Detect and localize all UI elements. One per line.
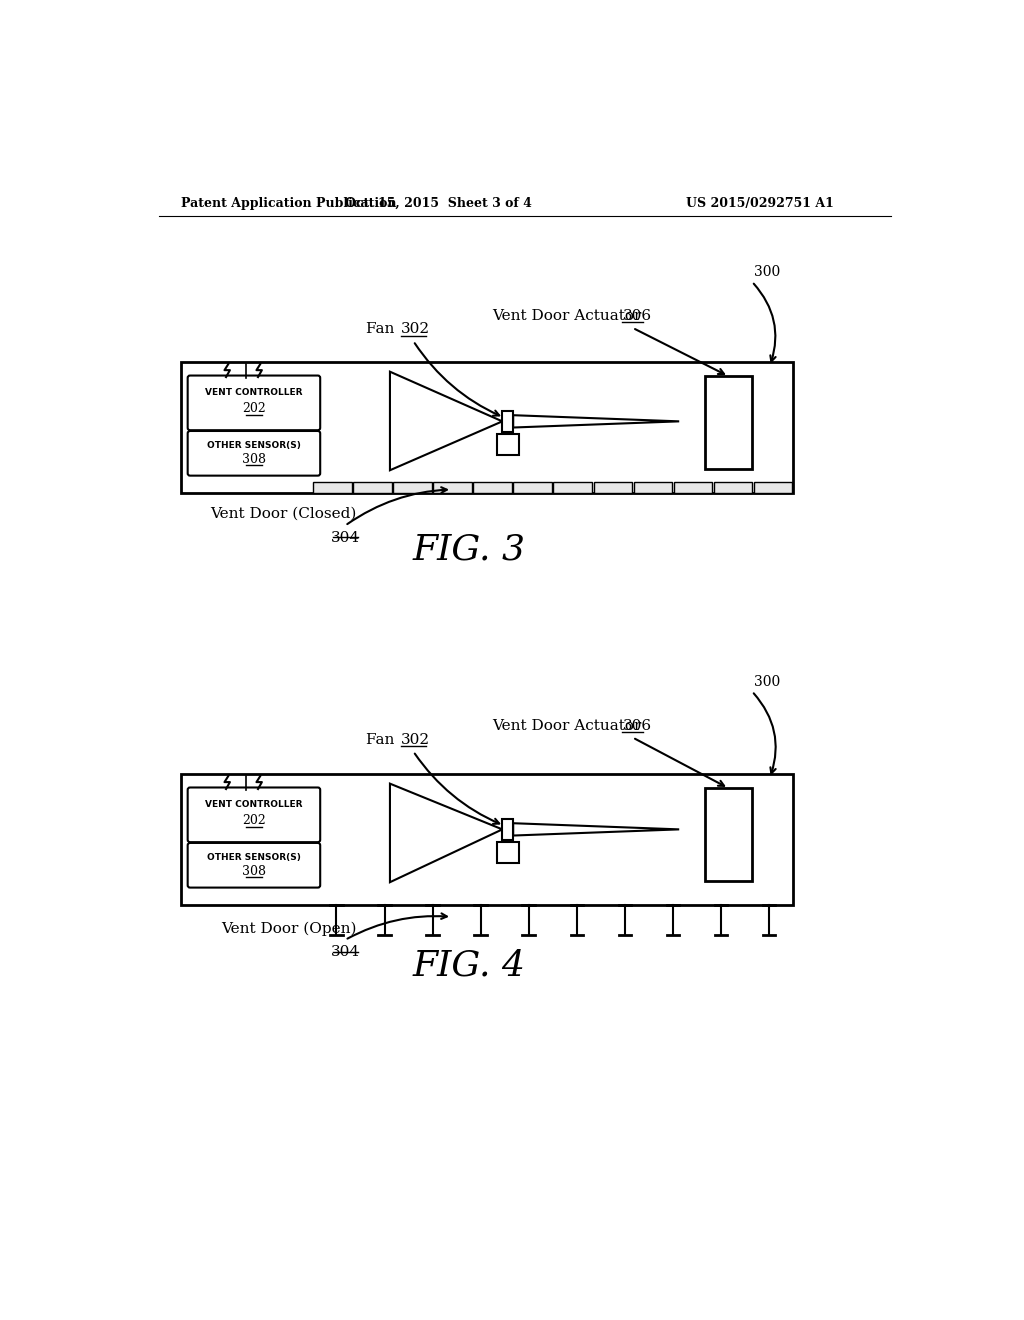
Text: FIG. 3: FIG. 3 — [413, 532, 525, 566]
Text: Oct. 15, 2015  Sheet 3 of 4: Oct. 15, 2015 Sheet 3 of 4 — [344, 197, 531, 210]
FancyBboxPatch shape — [187, 376, 321, 430]
Text: Patent Application Publication: Patent Application Publication — [180, 197, 396, 210]
Text: 300: 300 — [755, 265, 780, 280]
Bar — [706, 788, 752, 880]
Bar — [353, 482, 392, 492]
Bar — [513, 482, 552, 492]
Bar — [473, 482, 512, 492]
Text: FIG. 4: FIG. 4 — [413, 948, 525, 982]
Bar — [594, 482, 632, 492]
Bar — [497, 434, 518, 455]
Text: Vent Door (Closed): Vent Door (Closed) — [210, 507, 356, 521]
Text: Vent Door (Open): Vent Door (Open) — [221, 921, 356, 936]
Bar — [497, 842, 518, 863]
Text: Vent Door Actuator: Vent Door Actuator — [493, 309, 646, 323]
Bar — [754, 482, 793, 492]
Bar — [503, 818, 513, 840]
Text: 302: 302 — [400, 733, 430, 747]
Bar — [554, 482, 592, 492]
Text: OTHER SENSOR(S): OTHER SENSOR(S) — [207, 853, 301, 862]
Text: 306: 306 — [623, 719, 651, 733]
Text: OTHER SENSOR(S): OTHER SENSOR(S) — [207, 441, 301, 450]
Text: 302: 302 — [400, 322, 430, 337]
Text: 308: 308 — [242, 865, 266, 878]
Bar — [313, 482, 351, 492]
Text: 202: 202 — [242, 814, 266, 828]
FancyBboxPatch shape — [187, 788, 321, 842]
Text: 306: 306 — [623, 309, 651, 323]
Text: US 2015/0292751 A1: US 2015/0292751 A1 — [686, 197, 834, 210]
Text: 304: 304 — [331, 531, 359, 545]
Bar — [714, 482, 753, 492]
Bar — [674, 482, 712, 492]
Text: 202: 202 — [242, 403, 266, 416]
Text: 308: 308 — [242, 453, 266, 466]
Bar — [634, 482, 672, 492]
Bar — [433, 482, 472, 492]
Text: 304: 304 — [331, 945, 359, 960]
FancyBboxPatch shape — [187, 430, 321, 475]
Text: VENT CONTROLLER: VENT CONTROLLER — [205, 388, 303, 397]
Text: Fan: Fan — [366, 322, 399, 337]
Bar — [180, 363, 793, 494]
FancyBboxPatch shape — [187, 843, 321, 887]
Bar — [180, 775, 793, 906]
Text: VENT CONTROLLER: VENT CONTROLLER — [205, 800, 303, 809]
Bar — [503, 411, 513, 432]
Text: Vent Door Actuator: Vent Door Actuator — [493, 719, 646, 733]
Bar — [706, 376, 752, 469]
Text: Fan: Fan — [366, 733, 399, 747]
Bar — [393, 482, 432, 492]
Text: 300: 300 — [755, 675, 780, 689]
